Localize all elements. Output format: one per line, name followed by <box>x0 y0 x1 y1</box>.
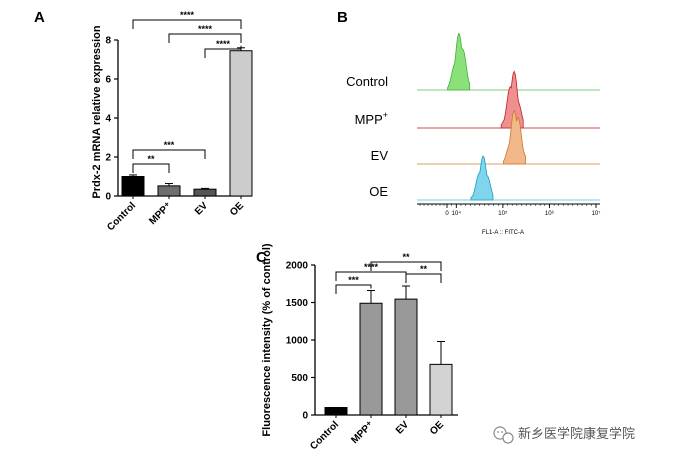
panel-a-y-axis-title: Prdx-2 mRNA relative expression <box>91 25 103 198</box>
panel-b-row-label-text: MPP <box>355 112 383 127</box>
wechat-icon <box>493 426 514 444</box>
panel-letter-c: C <box>256 249 267 266</box>
panel-b-histogram <box>470 155 494 201</box>
panel-letter-b: B <box>337 9 348 26</box>
watermark: 新乡医学院康复学院 <box>493 426 635 444</box>
panel-b-histogram <box>503 109 526 165</box>
panel-a-bar <box>121 176 145 197</box>
panel-c-y-tick-label: 500 <box>291 373 308 384</box>
panel-c-significance-label: *** <box>348 275 359 285</box>
panel-a-significance-bracket <box>204 45 242 58</box>
panel-b-row-label-text: OE <box>369 184 388 199</box>
panel-a-x-tick-label: Control <box>105 200 138 233</box>
panel-b-row-label: MPP+ <box>355 110 388 127</box>
panel-a-y-tick-label: 8 <box>105 36 111 47</box>
panel-b-row-label-text: Control <box>346 74 388 89</box>
panel-c-bar <box>359 302 383 416</box>
panel-b-histogram <box>447 32 471 91</box>
panel-b-x-tick-label: 10⁵ <box>498 210 508 217</box>
panel-b-row-label: EV <box>371 148 389 163</box>
panel-c-y-tick-label: 0 <box>302 411 308 422</box>
panel-c-x-tick-label: OE <box>428 419 446 437</box>
panel-b-row-label-superscript: + <box>383 110 388 120</box>
panel-b-x-tick-label: 10⁴ <box>452 210 462 217</box>
panel-b-row-label: OE <box>369 184 388 199</box>
panel-a-bar <box>193 188 217 197</box>
panel-c-x-tick-label: EV <box>394 419 411 436</box>
panel-b-x-tick-label: 10⁶ <box>545 210 555 217</box>
panel-c-significance-bracket <box>405 273 442 283</box>
panel-b-x-tick-label: 10⁷ <box>592 210 601 217</box>
panel-a-significance-bracket <box>168 33 242 43</box>
panel-b-x-axis-title: FL1-A :: FITC-A <box>482 230 524 236</box>
panel-c-y-tick-label: 2000 <box>286 261 309 272</box>
panel-a-significance-bracket <box>132 149 206 159</box>
panel-a-x-tick-label: OE <box>228 200 246 218</box>
panel-a-significance-label: **** <box>216 39 231 49</box>
panel-c-y-tick-label: 1500 <box>286 298 309 309</box>
panel-b-row-label-text: EV <box>371 148 389 163</box>
panel-a-significance-bracket <box>132 163 170 173</box>
panel-a-significance-bracket <box>132 19 242 29</box>
panel-c-x-tick-label: Control <box>308 419 341 452</box>
panel-a-significance-label: ** <box>147 154 155 164</box>
panel-c-y-axis-title: Fluorescence intensity (% of control) <box>261 243 273 436</box>
panel-c-x-tick-label: MPP⁺ <box>349 419 376 446</box>
panel-a-x-tick-label: EV <box>193 200 210 217</box>
panel-c-bar <box>394 298 418 416</box>
panel-c-significance-bracket <box>370 261 442 271</box>
panel-c-significance-bracket <box>335 271 407 281</box>
panel-a-significance-label: **** <box>198 24 213 34</box>
panel-c-significance-label: ** <box>420 264 428 274</box>
panel-c-bar <box>324 407 348 416</box>
panel-c-significance-label: ** <box>402 252 410 262</box>
panel-a-significance-label: *** <box>164 140 175 150</box>
watermark-text: 新乡医学院康复学院 <box>518 426 635 442</box>
panel-letter-a: A <box>34 9 45 26</box>
panel-a-bar <box>229 50 253 197</box>
panel-c-y-tick-label: 1000 <box>286 336 309 347</box>
panel-b-row-label: Control <box>346 74 388 89</box>
panel-a-significance-label: **** <box>180 10 195 20</box>
panel-b-histogram <box>500 70 524 129</box>
panel-a-x-tick-label: MPP⁺ <box>147 200 174 227</box>
panel-a-y-tick-label: 0 <box>105 192 111 203</box>
panel-a-y-tick-label: 2 <box>105 153 111 164</box>
panel-a-bar <box>157 185 181 197</box>
panel-a-bar-chart: Prdx-2 mRNA relative expression 0 2 4 6 8 Con… <box>91 10 253 233</box>
panel-c-significance-bracket <box>335 284 372 294</box>
panel-a-y-tick-label: 6 <box>105 75 111 86</box>
panel-c-bar-chart: Fluorescence intensity (% of control) 0 5… <box>261 243 458 452</box>
panel-b-x-tick-label: 0 <box>445 211 449 217</box>
panel-a-y-tick-label: 4 <box>105 114 111 125</box>
panel-c-bar <box>429 363 453 416</box>
